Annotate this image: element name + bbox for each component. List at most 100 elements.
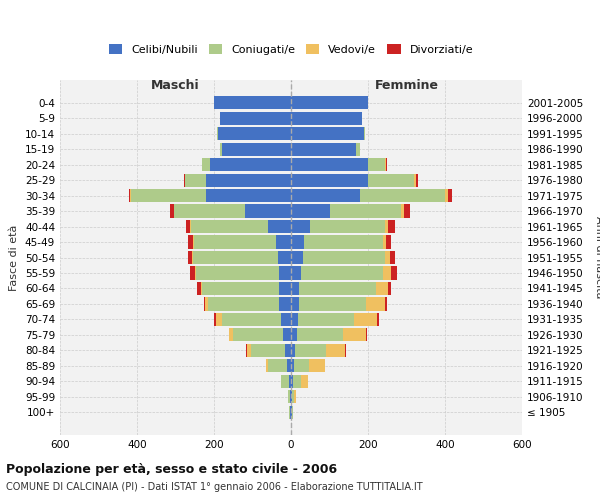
Bar (292, 406, 293, 419)
Bar (218, 127, 291, 140)
Bar (293, 374, 301, 388)
Bar (285, 344, 291, 357)
Bar (291, 96, 368, 110)
Bar (184, 174, 185, 186)
Bar (326, 344, 345, 357)
Bar (291, 220, 310, 233)
Bar (222, 313, 281, 326)
Bar (310, 360, 325, 372)
Bar (188, 251, 192, 264)
Bar (304, 236, 383, 248)
Bar (291, 344, 295, 357)
Bar (193, 251, 278, 264)
Bar (229, 328, 233, 342)
Text: Popolazione per età, sesso e stato civile - 2006: Popolazione per età, sesso e stato civil… (6, 462, 337, 475)
Bar (206, 189, 291, 202)
Bar (385, 158, 386, 171)
Bar (208, 298, 280, 310)
Bar (222, 142, 291, 156)
Bar (401, 204, 404, 218)
Bar (210, 158, 291, 171)
Bar (354, 313, 377, 326)
Bar (345, 344, 346, 357)
Bar (280, 298, 291, 310)
Bar (202, 158, 210, 171)
Bar (295, 344, 326, 357)
Bar (299, 282, 376, 295)
Bar (191, 220, 268, 233)
Bar (131, 189, 206, 202)
Bar (290, 406, 291, 419)
Bar (220, 142, 222, 156)
Bar (391, 266, 397, 280)
Legend: Celibi/Nubili, Coniugati/e, Vedovi/e, Divorziati/e: Celibi/Nubili, Coniugati/e, Vedovi/e, Di… (104, 40, 478, 59)
Bar (233, 328, 283, 342)
Bar (291, 251, 302, 264)
Bar (294, 360, 310, 372)
Bar (245, 204, 291, 218)
Bar (214, 96, 291, 110)
Bar (301, 374, 308, 388)
Bar (278, 266, 291, 280)
Bar (445, 189, 448, 202)
Bar (291, 374, 293, 388)
Y-axis label: Anni di nascita: Anni di nascita (595, 216, 600, 298)
Bar (216, 313, 222, 326)
Bar (289, 374, 291, 388)
Bar (291, 328, 297, 342)
Bar (204, 298, 205, 310)
Bar (170, 204, 173, 218)
Bar (292, 390, 294, 404)
Bar (290, 390, 291, 404)
Bar (291, 282, 299, 295)
Bar (190, 220, 191, 233)
Bar (368, 174, 414, 186)
Bar (195, 266, 196, 280)
Bar (196, 266, 278, 280)
Text: Maschi: Maschi (151, 79, 200, 92)
Bar (385, 220, 388, 233)
Bar (247, 344, 251, 357)
Bar (278, 251, 291, 264)
Bar (299, 298, 366, 310)
Y-axis label: Fasce di età: Fasce di età (10, 224, 19, 290)
Bar (190, 266, 195, 280)
Bar (385, 298, 387, 310)
Bar (281, 374, 289, 388)
Bar (291, 266, 301, 280)
Bar (287, 360, 291, 372)
Bar (289, 406, 290, 419)
Bar (291, 189, 360, 202)
Bar (220, 112, 291, 125)
Bar (302, 251, 385, 264)
Bar (188, 236, 193, 248)
Bar (291, 112, 362, 125)
Bar (414, 174, 416, 186)
Bar (291, 174, 368, 186)
Bar (277, 236, 291, 248)
Bar (217, 127, 218, 140)
Bar (291, 298, 299, 310)
Bar (297, 328, 343, 342)
Bar (343, 328, 366, 342)
Bar (364, 127, 365, 140)
Bar (368, 158, 385, 171)
Bar (283, 328, 291, 342)
Bar (366, 298, 385, 310)
Bar (128, 189, 130, 202)
Bar (173, 204, 245, 218)
Bar (360, 189, 445, 202)
Bar (386, 158, 387, 171)
Bar (390, 251, 395, 264)
Bar (291, 158, 368, 171)
Bar (246, 344, 247, 357)
Bar (298, 313, 354, 326)
Bar (291, 127, 364, 140)
Bar (291, 406, 292, 419)
Bar (185, 220, 190, 233)
Bar (376, 282, 388, 295)
Bar (205, 298, 208, 310)
Bar (448, 189, 452, 202)
Bar (291, 142, 356, 156)
Bar (214, 313, 216, 326)
